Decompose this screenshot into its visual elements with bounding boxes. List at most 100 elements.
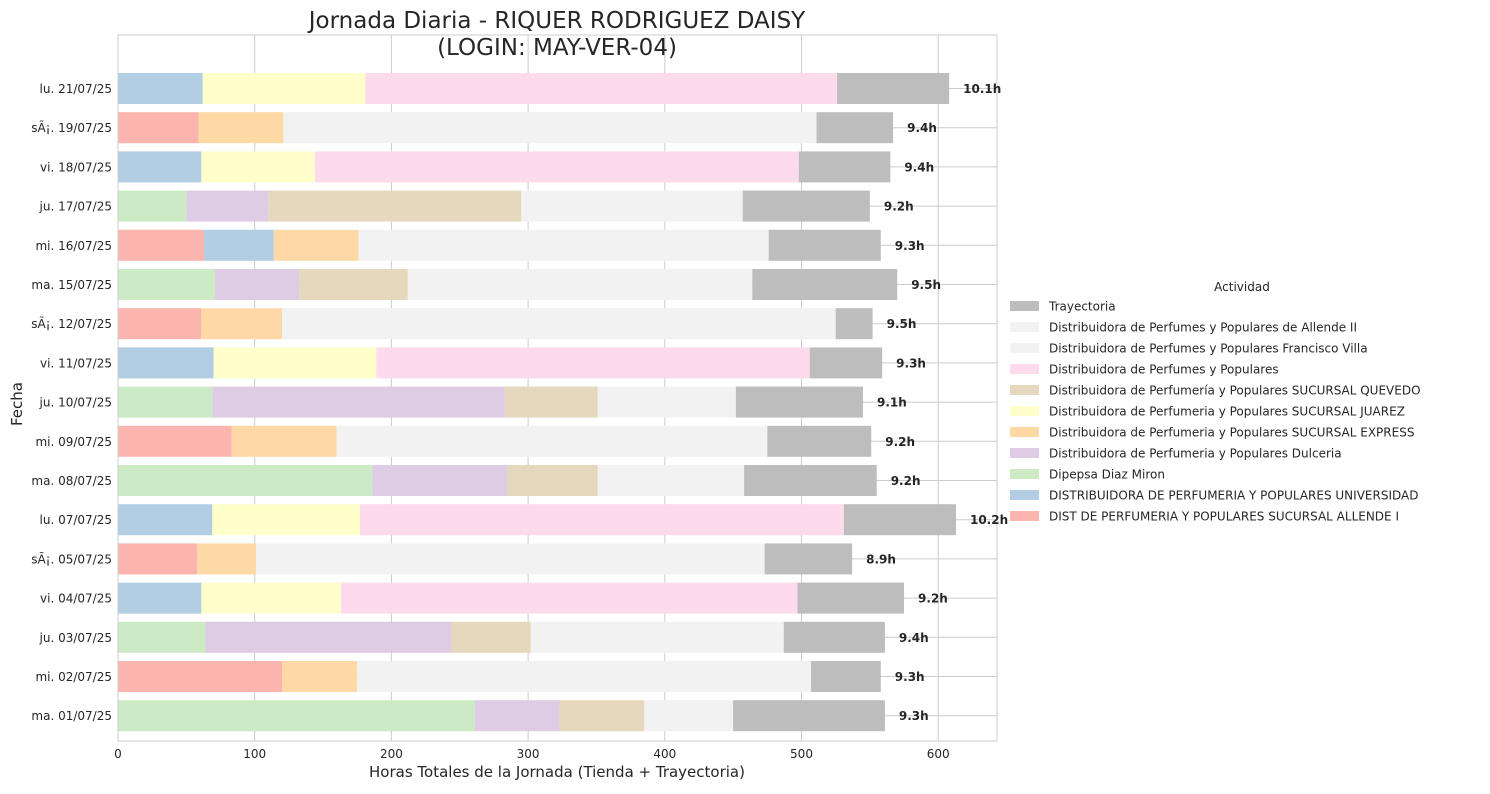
bar-segment-trayectoria: [783, 621, 885, 653]
bar-segment-distribuidora-de-perfumeria-y-populares-universidad: [118, 151, 202, 183]
x-tick-label: 300: [517, 747, 540, 761]
bar-segment-trayectoria: [767, 425, 872, 457]
legend-item: DIST DE PERFUMERIA Y POPULARES SUCURSAL …: [1010, 510, 1399, 524]
legend-label: DISTRIBUIDORA DE PERFUMERIA Y POPULARES …: [1049, 489, 1418, 503]
chart-subtitle: (LOGIN: MAY-VER-04): [437, 35, 677, 61]
bars: [118, 73, 956, 732]
legend-label: Distribuidora de Perfumes y Populares de…: [1049, 321, 1357, 335]
bar-segment-dipepsa-diaz-miron: [118, 190, 187, 222]
legend-label: Trayectoria: [1048, 300, 1116, 314]
bar-segment-distribuidora-de-perfumes-y-populares-francisco-villa: [597, 465, 745, 496]
total-label: 9.2h: [885, 435, 915, 449]
bar-segment-distribuidora-de-perfumeria-y-populares-sucursal-express: [198, 112, 284, 144]
legend-item: Distribuidora de Perfumeria y Populares …: [1010, 426, 1414, 440]
legend-title: Actividad: [1214, 280, 1270, 294]
bar-segment-distribuidora-de-perfumer-a-y-populares-sucursal-quevedo: [268, 190, 522, 222]
y-tick-label: ma. 08/07/25: [31, 474, 112, 488]
bar-segment-distribuidora-de-perfumeria-y-populares-universidad: [118, 73, 203, 104]
y-axis-label: Fecha: [8, 382, 26, 426]
legend-label: Distribuidora de Perfumeria y Populares …: [1049, 405, 1405, 419]
bar-segment-dist-de-perfumeria-y-populares-sucursal-allende-i: [118, 112, 199, 144]
legend-swatch: [1010, 490, 1039, 500]
total-label: 9.3h: [899, 709, 929, 723]
legend-swatch: [1010, 364, 1039, 374]
legend-swatch: [1010, 427, 1039, 437]
y-tick-labels: lu. 21/07/25 sÃ¡. 19/07/25 vi. 18/07/25 ju.…: [31, 82, 112, 723]
bar-segment-distribuidora-de-perfumer-a-y-populares-sucursal-quevedo: [507, 465, 598, 496]
legend-swatch: [1010, 343, 1039, 353]
bar-segment-distribuidora-de-perfumes-y-populares-francisco-villa: [283, 112, 817, 144]
bar-segment-distribuidora-de-perfumeria-y-populares-dulceria: [474, 700, 560, 732]
bar-segment-trayectoria: [744, 465, 877, 496]
x-tick-label: 100: [243, 747, 266, 761]
bar-segment-distribuidora-de-perfumeria-y-populares-sucursal-express: [282, 661, 358, 692]
bar-segment-distribuidora-de-perfumes-y-populares: [365, 73, 838, 104]
bar-segment-distribuidora-de-perfumes-y-populares-francisco-villa: [407, 269, 753, 300]
y-tick-label: ju. 10/07/25: [39, 396, 112, 410]
bar-segment-trayectoria: [797, 582, 905, 614]
bar-segment-distribuidora-de-perfumes-y-populares: [359, 504, 844, 536]
legend-label: Distribuidora de Perfumes y Populares Fr…: [1049, 342, 1368, 356]
legend-swatch: [1010, 322, 1039, 332]
bar-segment-distribuidora-de-perfumes-y-populares: [376, 347, 810, 379]
total-labels: 10.1h 9.4h 9.4h 9.2h 9.3h 9.5h 9.5h 9.3h 9.1h 9.2…: [866, 82, 1008, 723]
bar-segment-distribuidora-de-perfumeria-y-populares-sucursal-express: [197, 543, 257, 575]
plot-frame: [117, 34, 998, 742]
legend-swatch: [1010, 301, 1039, 311]
bar-segment-dist-de-perfumeria-y-populares-sucursal-allende-i: [118, 229, 205, 261]
bar-segment-distribuidora-de-perfumeria-y-populares-universidad: [204, 229, 274, 261]
bar-segment-trayectoria: [835, 308, 873, 340]
x-tick-label: 400: [653, 747, 676, 761]
bar-segment-distribuidora-de-perfumer-a-y-populares-sucursal-quevedo: [299, 269, 408, 300]
x-tick-label: 200: [380, 747, 403, 761]
legend-label: Distribuidora de Perfumes y Populares: [1049, 363, 1279, 377]
total-label: 9.2h: [918, 592, 948, 606]
bar-segment-distribuidora-de-perfumeria-y-populares-universidad: [118, 347, 214, 379]
legend-items: Trayectoria Distribuidora de Perfumes y P…: [1010, 300, 1421, 524]
legend-swatch: [1010, 385, 1039, 395]
bar-segment-dipepsa-diaz-miron: [118, 621, 206, 653]
bar-segment-distribuidora-de-perfumer-a-y-populares-sucursal-quevedo: [559, 700, 645, 732]
y-tick-label: mi. 16/07/25: [35, 239, 112, 253]
x-tick-label: 600: [927, 747, 950, 761]
bar-segment-dist-de-perfumeria-y-populares-sucursal-allende-i: [118, 425, 232, 457]
bar-segment-distribuidora-de-perfumeria-y-populares-dulceria: [205, 621, 452, 653]
bar-segment-dist-de-perfumeria-y-populares-sucursal-allende-i: [118, 543, 198, 575]
legend-item: Distribuidora de Perfumería y Populares …: [1010, 384, 1421, 398]
legend: Actividad Trayectoria Distribuidora de Pe…: [1010, 280, 1421, 524]
bar-segment-distribuidora-de-perfumes-y-populares-francisco-villa: [358, 229, 769, 261]
y-tick-label: mi. 02/07/25: [35, 670, 112, 684]
x-tick-labels: 0 100 200 300 400 500 600: [114, 747, 949, 761]
bar-segment-dipepsa-diaz-miron: [118, 700, 475, 732]
y-tick-label: mi. 09/07/25: [35, 435, 112, 449]
y-tick-label: lu. 21/07/25: [40, 82, 112, 96]
y-tick-label: ju. 03/07/25: [39, 631, 112, 645]
total-label: 9.4h: [904, 160, 934, 174]
y-tick-label: sÃ¡. 12/07/25: [31, 316, 112, 331]
y-tick-label: ju. 17/07/25: [39, 200, 112, 214]
total-label: 9.3h: [895, 239, 925, 253]
legend-item: Distribuidora de Perfumes y Populares: [1010, 363, 1279, 377]
legend-item: Trayectoria: [1010, 300, 1116, 314]
bar-segment-distribuidora-de-perfumeria-y-populares-sucursal-express: [273, 229, 359, 261]
total-label: 9.3h: [896, 356, 926, 370]
total-label: 9.2h: [884, 200, 914, 214]
bar-segment-distribuidora-de-perfumes-y-populares-francisco-villa: [282, 308, 836, 340]
bar-segment-distribuidora-de-perfumeria-y-populares-sucursal-juarez: [213, 347, 377, 379]
total-label: 10.2h: [970, 513, 1008, 527]
bar-segment-distribuidora-de-perfumes-y-populares-francisco-villa: [336, 425, 768, 457]
bar-segment-trayectoria: [843, 504, 956, 536]
legend-label: Distribuidora de Perfumería y Populares …: [1049, 384, 1421, 398]
total-label: 9.1h: [877, 396, 907, 410]
bar-segment-dipepsa-diaz-miron: [118, 465, 373, 496]
bar-segment-distribuidora-de-perfumes-y-populares-francisco-villa: [530, 621, 784, 653]
bar-segment-trayectoria: [764, 543, 853, 575]
y-tick-label: lu. 07/07/25: [40, 513, 112, 527]
bar-segment-distribuidora-de-perfumeria-y-populares-sucursal-express: [201, 308, 283, 340]
total-label: 9.5h: [911, 278, 941, 292]
legend-item: Distribuidora de Perfumes y Populares de…: [1010, 321, 1357, 335]
bar-segment-distribuidora-de-perfumeria-y-populares-dulceria: [212, 386, 505, 418]
bar-segment-dipepsa-diaz-miron: [118, 269, 216, 300]
